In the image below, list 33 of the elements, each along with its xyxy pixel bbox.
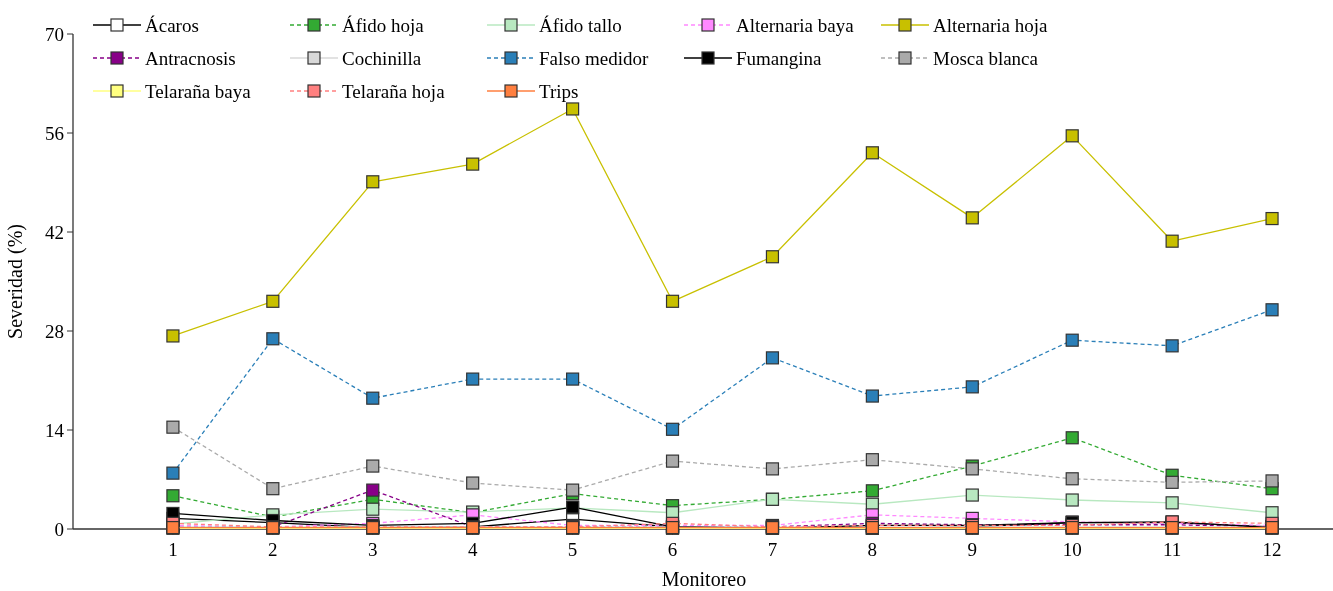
legend-label: Áfido tallo [539, 14, 622, 36]
legend-label: Falso medidor [539, 47, 649, 69]
x-axis-title: Monitoreo [661, 568, 747, 590]
x-tick-label: 1 [168, 539, 178, 560]
y-tick-label: 14 [45, 419, 65, 441]
x-tick-label: 4 [467, 539, 478, 560]
y-tick-label: 70 [45, 23, 64, 45]
x-tick-label: 7 [767, 539, 778, 560]
legend-label: Fumangina [736, 47, 823, 69]
y-tick-label: 42 [45, 221, 64, 243]
legend-label: Antracnosis [145, 47, 236, 69]
y-tick-label: 28 [45, 320, 64, 342]
legend-label: Mosca blanca [933, 47, 1039, 69]
legend-label: Alternaria hoja [933, 14, 1049, 36]
x-tick-label: 10 [1062, 539, 1082, 560]
y-tick-label: 56 [45, 122, 64, 144]
y-tick-label: 0 [54, 518, 64, 540]
legend-label: Cochinilla [342, 47, 422, 69]
x-tick-label: 5 [567, 539, 578, 560]
x-tick-label: 3 [368, 539, 378, 560]
x-tick-label: 6 [667, 539, 678, 560]
x-tick-label: 8 [867, 539, 878, 560]
legend-label: Alternaria baya [736, 14, 855, 36]
x-tick-label: 11 [1162, 539, 1182, 560]
x-tick-label: 12 [1262, 539, 1282, 560]
legend-label: Trips [539, 80, 579, 102]
y-axis-title: Severidad (%) [4, 224, 27, 339]
legend-label: Ácaros [145, 14, 199, 36]
legend-label: Telaraña baya [145, 80, 252, 102]
legend-label: Áfido hoja [342, 14, 425, 36]
legend-label: Telaraña hoja [342, 80, 446, 102]
x-tick-label: 9 [967, 539, 978, 560]
x-tick-label: 2 [268, 539, 278, 560]
